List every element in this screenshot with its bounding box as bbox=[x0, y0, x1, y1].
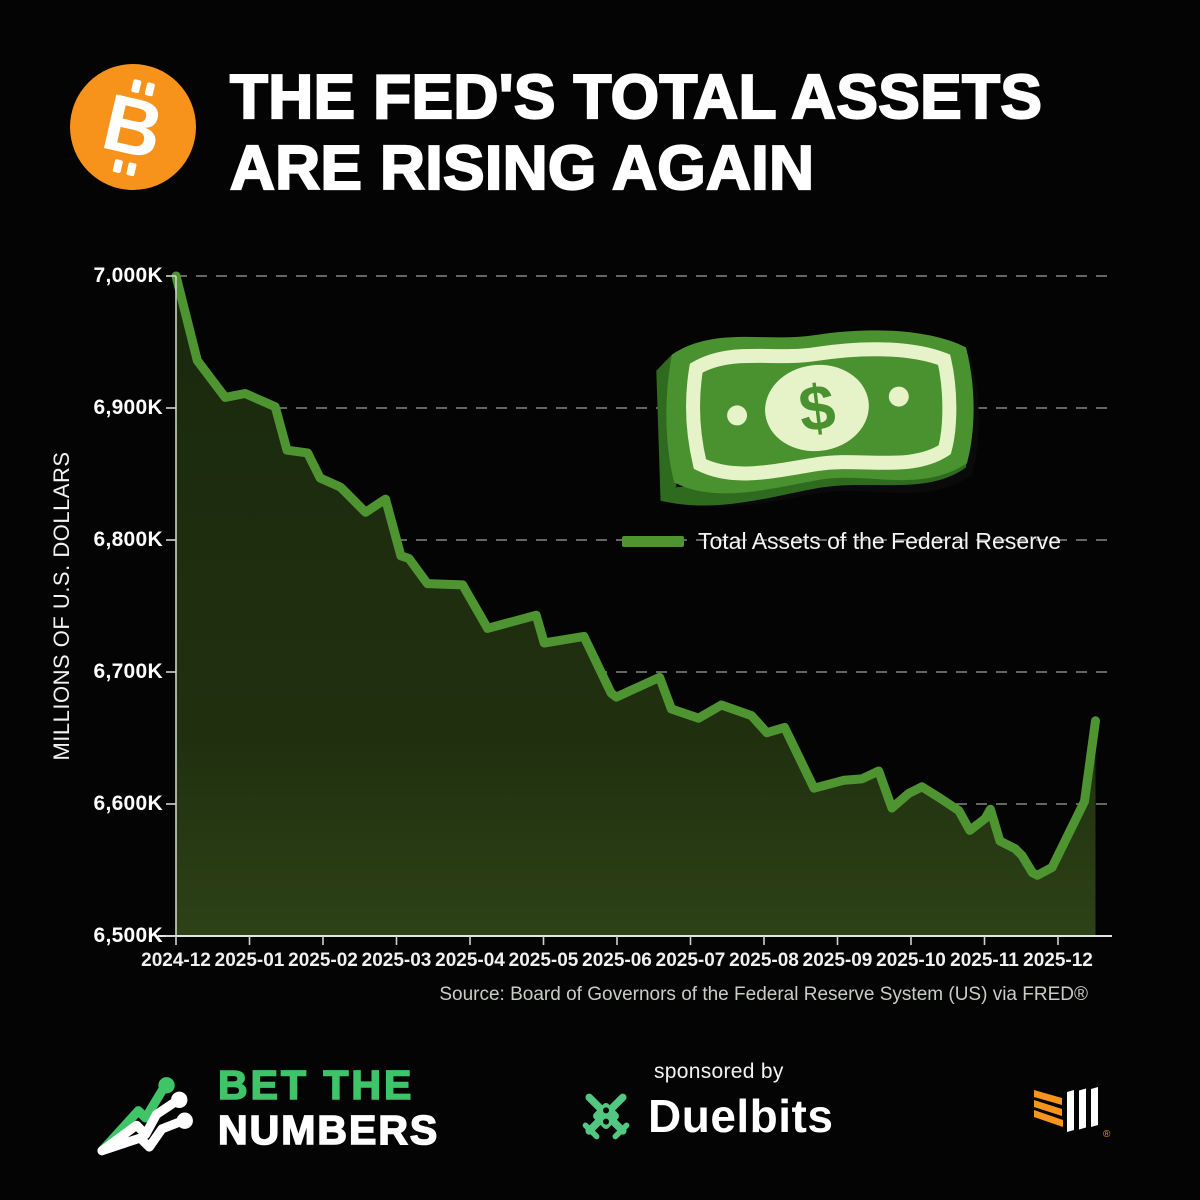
y-axis-ticks bbox=[166, 275, 176, 937]
brand-text-numbers: NUMBERS bbox=[217, 1106, 440, 1154]
y-tick-label: 6,900K bbox=[93, 396, 163, 419]
source-attribution: Source: Board of Governors of the Federa… bbox=[439, 984, 1088, 1005]
title-line-2: ARE RISING AGAIN bbox=[229, 133, 815, 204]
x-tick-label: 2025-02 bbox=[288, 950, 358, 971]
x-tick-label: 2025-11 bbox=[950, 950, 1019, 971]
x-tick-label: 2025-05 bbox=[508, 950, 579, 971]
bet-the-numbers-logo: BET THE NUMBERS bbox=[92, 1058, 439, 1158]
dollar-bill-illustration: $ bbox=[656, 330, 979, 507]
page-title: THE FED'S TOTAL ASSETS ARE RISING AGAIN bbox=[229, 62, 1130, 204]
sponsor-name: Duelbits bbox=[648, 1090, 834, 1142]
y-tick-label: 6,600K bbox=[93, 792, 163, 815]
x-tick-label: 2025-12 bbox=[1023, 950, 1093, 971]
x-tick-label: 2025-09 bbox=[802, 950, 873, 971]
legend: Total Assets of the Federal Reserve bbox=[622, 528, 1061, 555]
x-axis-ticks bbox=[175, 936, 1059, 945]
sponsor-block: sponsored by Duelbits bbox=[578, 1060, 833, 1144]
bitcoin-icon: B bbox=[70, 64, 196, 190]
duelbits-swords-dice-icon bbox=[582, 1093, 630, 1140]
y-tick-label: 7,000K bbox=[93, 264, 163, 287]
y-axis-title: MILLIONS OF U.S. DOLLARS bbox=[49, 451, 74, 761]
svg-text:$: $ bbox=[795, 370, 839, 446]
registered-mark: ® bbox=[1103, 1129, 1111, 1140]
legend-label: Total Assets of the Federal Reserve bbox=[698, 528, 1062, 554]
area-fill bbox=[176, 276, 1096, 936]
total-assets-line bbox=[171, 271, 1100, 880]
x-tick-label: 2025-06 bbox=[582, 950, 652, 971]
y-tick-label: 6,500K bbox=[93, 924, 163, 947]
sponsored-by-text: sponsored by bbox=[654, 1060, 784, 1083]
x-tick-label: 2025-07 bbox=[655, 950, 726, 971]
x-tick-label: 2025-04 bbox=[435, 950, 505, 971]
x-tick-label: 2025-01 bbox=[214, 950, 285, 971]
brand-text-bet-the: BET THE bbox=[217, 1062, 415, 1108]
x-tick-label: 2024-12 bbox=[141, 950, 211, 971]
title-line-1: THE FED'S TOTAL ASSETS bbox=[229, 62, 1043, 133]
legend-line-swatch bbox=[622, 536, 684, 547]
x-tick-label: 2025-03 bbox=[361, 950, 432, 971]
x-tick-label: 2025-08 bbox=[729, 950, 799, 971]
book-bars-logo: ® bbox=[1034, 1087, 1111, 1140]
y-tick-label: 6,700K bbox=[93, 660, 163, 683]
x-tick-label: 2025-10 bbox=[876, 950, 946, 971]
y-tick-label: 6,800K bbox=[93, 528, 163, 551]
chart-lines-icon bbox=[97, 1077, 193, 1156]
